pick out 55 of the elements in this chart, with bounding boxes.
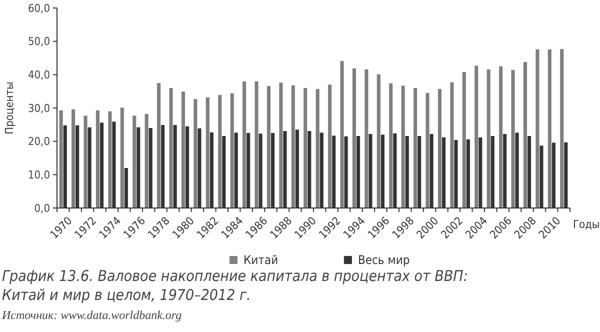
bar	[474, 66, 478, 208]
bar	[96, 110, 100, 208]
bar	[536, 49, 540, 208]
bar	[230, 93, 234, 208]
bar	[291, 85, 295, 208]
bar	[426, 93, 430, 208]
bar	[279, 82, 283, 208]
bar	[242, 81, 246, 208]
text: Источник: www.data.worldbank.org	[1, 308, 182, 322]
y-tick-label: 10,0	[28, 168, 50, 182]
bar	[340, 61, 344, 208]
bar	[181, 92, 186, 208]
text: График 13.6. Валовое накопление капитала в процентах от ВВП: Китай и мир в целом, 1970–2012 г.	[2, 267, 468, 304]
bar	[266, 86, 271, 208]
bar	[304, 88, 308, 208]
legend-label: Весь мир	[358, 253, 410, 267]
bar	[523, 62, 528, 208]
bar	[376, 74, 380, 208]
bar	[72, 109, 76, 208]
bar	[450, 82, 454, 208]
bar	[401, 86, 405, 208]
y-tick-label: 60,0	[28, 2, 50, 15]
bar	[486, 69, 490, 208]
bar	[157, 83, 161, 208]
x-axis-title: Годы	[573, 218, 600, 231]
bar	[254, 81, 258, 208]
bar	[511, 70, 515, 208]
bar	[352, 68, 356, 208]
bar	[120, 108, 124, 208]
bar	[206, 97, 210, 208]
bar	[560, 49, 564, 208]
bar	[59, 110, 63, 208]
bar	[462, 72, 466, 208]
bar	[144, 114, 148, 208]
bar	[169, 88, 173, 208]
bar	[548, 49, 552, 208]
y-axis-title: Проценты	[3, 82, 16, 134]
bar	[316, 89, 320, 208]
y-tick-label: 30,0	[28, 102, 50, 115]
y-tick-label: 50,0	[28, 35, 50, 48]
bar	[328, 84, 332, 208]
bar	[108, 111, 112, 208]
bar	[499, 66, 503, 208]
bar	[132, 116, 136, 208]
y-tick-label: 20,0	[28, 135, 50, 148]
bar	[194, 99, 198, 208]
y-tick-label: 0,0	[34, 202, 50, 215]
bar	[438, 89, 442, 208]
y-tick-label: 40,0	[28, 68, 50, 82]
bar	[414, 88, 418, 208]
bar	[84, 116, 88, 208]
bar	[364, 69, 368, 208]
bar	[218, 95, 222, 208]
legend-label: Китай	[243, 253, 278, 267]
bar	[389, 83, 393, 208]
